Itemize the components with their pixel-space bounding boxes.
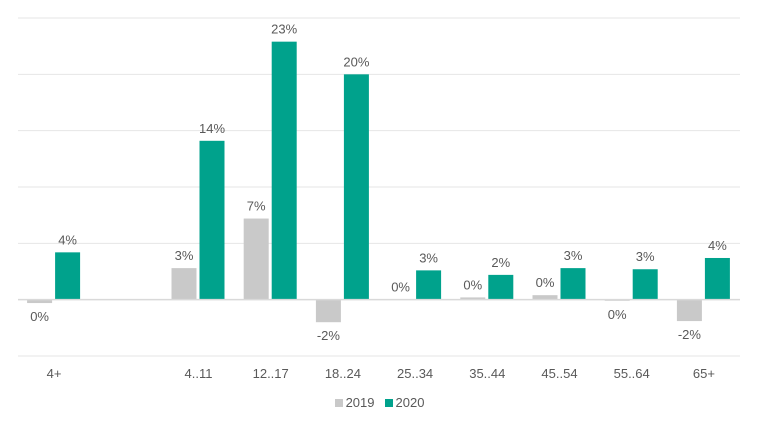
data-label-2020: 4% <box>58 232 77 247</box>
bar-chart: 0% 4% 4+ 3% 14% 4..11 7% 23% 12..17 -2% 20% 18..24 0… <box>18 17 740 381</box>
x-tick-label: 18..24 <box>325 366 361 381</box>
x-tick-label: 65+ <box>693 366 715 381</box>
data-label-2020: 3% <box>564 248 583 263</box>
data-label-2019: 0% <box>391 280 410 295</box>
legend-swatch-2019 <box>334 398 343 407</box>
x-tick-label: 45..54 <box>541 366 577 381</box>
x-tick-label: 35..44 <box>469 366 505 381</box>
data-label-2019: 0% <box>30 309 49 324</box>
legend-label-2020: 2020 <box>395 395 425 410</box>
data-label-2020: 3% <box>419 250 438 265</box>
data-label-2020: 23% <box>271 22 297 37</box>
bar-2020 <box>271 41 297 300</box>
legend-item-2020: 2020 <box>384 395 425 410</box>
data-label-2020: 4% <box>708 238 727 253</box>
bar-2019 <box>532 295 558 300</box>
bar-2019 <box>243 218 269 300</box>
x-tick-label: 4..11 <box>185 366 213 381</box>
data-label-2019: 3% <box>175 248 194 263</box>
bar-2019 <box>171 268 197 300</box>
bar-2020 <box>488 274 514 300</box>
bar-2020 <box>343 74 369 300</box>
bar-2019 <box>27 299 53 304</box>
data-label-2020: 2% <box>491 255 510 270</box>
bar-2020 <box>416 270 442 300</box>
data-label-2020: 20% <box>343 54 369 69</box>
bar-2019 <box>676 299 702 322</box>
legend: 2019 2020 <box>0 395 759 410</box>
bar-2020 <box>199 140 225 300</box>
legend-swatch-2020 <box>384 398 393 407</box>
bar-2020 <box>560 268 586 300</box>
x-tick-label: 25..34 <box>397 366 433 381</box>
data-label-2019: -2% <box>678 327 702 342</box>
data-label-2019: 0% <box>463 277 482 292</box>
x-tick-label: 55..64 <box>614 366 650 381</box>
data-label-2019: 7% <box>247 199 266 214</box>
bar-2020 <box>55 252 81 300</box>
legend-label-2019: 2019 <box>345 395 375 410</box>
bar-2019 <box>460 297 486 300</box>
data-label-2019: 0% <box>536 275 555 290</box>
data-label-2020: 3% <box>636 249 655 264</box>
legend-item-2019: 2019 <box>334 395 375 410</box>
bar-2020 <box>632 269 658 300</box>
x-tick-label: 12..17 <box>253 366 289 381</box>
bar-2019 <box>315 299 341 323</box>
data-label-2019: 0% <box>608 307 627 322</box>
bar-2020 <box>704 257 730 300</box>
data-label-2020: 14% <box>199 121 225 136</box>
data-label-2019: -2% <box>317 328 341 343</box>
x-tick-label: 4+ <box>47 366 62 381</box>
